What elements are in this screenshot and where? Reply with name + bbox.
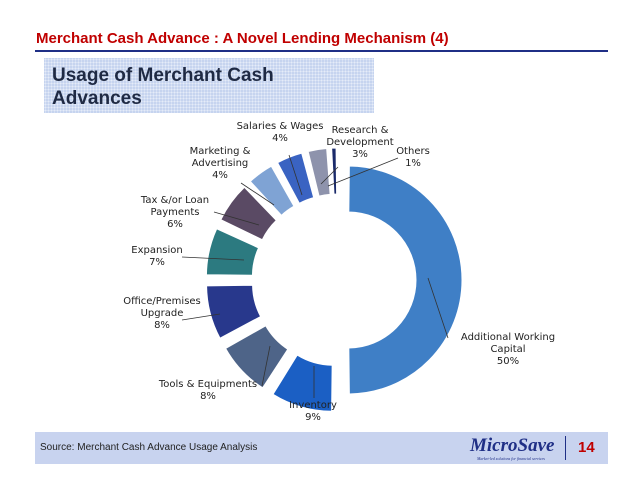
slice-label-2: Tools & Equipments 8%	[158, 379, 257, 402]
slice-label-4: Expansion 7%	[131, 245, 183, 268]
leader-line-8	[320, 166, 339, 185]
source-note: Source: Merchant Cash Advance Usage Anal…	[40, 442, 258, 453]
logo-tagline: Market-led solutions for financial servi…	[477, 456, 545, 461]
leader-line-3	[181, 313, 221, 321]
slice-7	[276, 152, 315, 204]
slice-label-9: Others 1%	[396, 146, 430, 169]
subtitle-box	[44, 58, 374, 113]
page-number: 14	[578, 439, 595, 456]
slice-8	[307, 148, 331, 197]
slice-label-0: Additional Working Capital 50%	[461, 332, 555, 367]
slice-6	[249, 165, 295, 217]
slice-label-3: Office/Premises Upgrade 8%	[123, 296, 201, 331]
slice-5	[220, 186, 278, 241]
slice-3	[206, 284, 262, 339]
slice-0	[348, 165, 463, 395]
slice-label-5: Tax &/or Loan Payments 6%	[140, 195, 209, 230]
leader-line-9	[327, 157, 399, 187]
slice-label-6: Marketing & Advertising 4%	[190, 146, 251, 181]
slice-1	[272, 354, 333, 412]
title-rule	[35, 50, 608, 52]
slice-2	[224, 325, 289, 389]
logo-divider	[565, 436, 566, 460]
leader-line-0	[427, 277, 449, 339]
leader-line-4	[181, 256, 245, 261]
leader-line-5	[213, 211, 260, 226]
slice-label-7: Salaries & Wages 4%	[237, 121, 324, 144]
slice-label-8: Research & Development 3%	[326, 125, 393, 160]
slice-label-1: Inventory 9%	[289, 400, 337, 423]
chart-subtitle: Usage of Merchant Cash Advances	[52, 65, 274, 109]
microsave-logo: MicroSave	[470, 435, 555, 456]
footer-bar	[35, 432, 608, 464]
leader-line-7	[288, 154, 303, 196]
leader-line-6	[240, 182, 275, 206]
leader-line-2	[261, 345, 271, 387]
slide-title: Merchant Cash Advance : A Novel Lending …	[36, 30, 449, 47]
slice-4	[205, 228, 260, 276]
